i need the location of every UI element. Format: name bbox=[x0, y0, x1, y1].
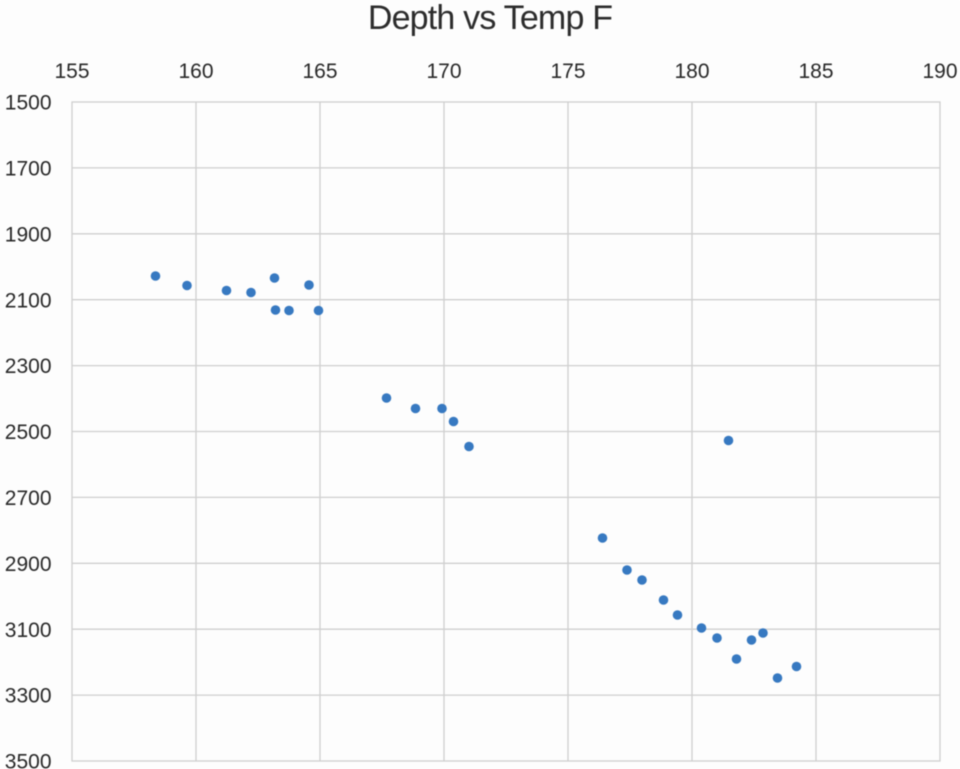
svg-text:175: 175 bbox=[550, 60, 585, 83]
svg-text:3300: 3300 bbox=[5, 685, 52, 708]
svg-text:1700: 1700 bbox=[5, 158, 52, 181]
svg-text:1500: 1500 bbox=[5, 92, 52, 115]
svg-text:1900: 1900 bbox=[5, 223, 52, 246]
svg-text:165: 165 bbox=[302, 60, 337, 83]
svg-text:185: 185 bbox=[798, 60, 833, 83]
svg-text:3500: 3500 bbox=[5, 751, 52, 769]
svg-text:190: 190 bbox=[922, 60, 957, 83]
svg-text:170: 170 bbox=[426, 60, 461, 83]
svg-text:2500: 2500 bbox=[5, 421, 52, 444]
svg-text:Depth vs Temp F: Depth vs Temp F bbox=[368, 0, 612, 37]
svg-text:160: 160 bbox=[178, 60, 213, 83]
svg-text:2700: 2700 bbox=[5, 487, 52, 510]
svg-text:155: 155 bbox=[54, 60, 89, 83]
svg-text:2900: 2900 bbox=[5, 553, 52, 576]
svg-text:2100: 2100 bbox=[5, 289, 52, 312]
svg-text:3100: 3100 bbox=[5, 619, 52, 642]
svg-text:180: 180 bbox=[674, 60, 709, 83]
svg-text:2300: 2300 bbox=[5, 355, 52, 378]
